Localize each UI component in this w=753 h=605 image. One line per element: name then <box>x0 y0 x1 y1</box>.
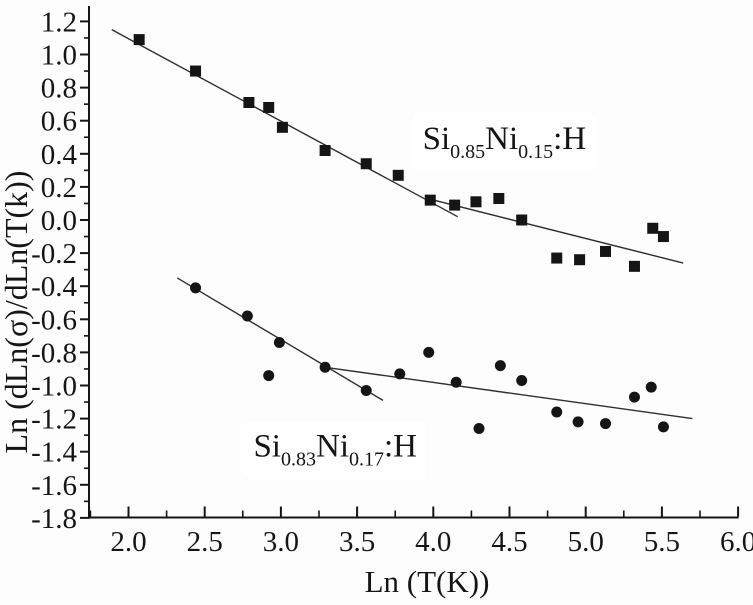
data-point-circle <box>360 384 372 396</box>
fit-line-Si0.85Ni0.15:H-shallow <box>427 197 684 264</box>
x-axis: 2.0 2.5 3.0 3.5 4.0 4.5 5.0 5.5 6.0 <box>89 506 753 558</box>
data-point-square <box>551 252 563 264</box>
data-point-square <box>493 192 505 204</box>
series-label-Si0.83Ni0.17:H: Si0.83Ni0.17:H <box>253 429 417 471</box>
series-points-Si0.83Ni0.17:H <box>190 282 669 435</box>
y-tick-label: 0.6 <box>41 106 77 138</box>
y-tick-label: -0.8 <box>31 337 77 369</box>
data-point-circle <box>572 416 584 428</box>
series-label-subscript: 0.15 <box>518 141 553 163</box>
data-point-square <box>574 254 586 266</box>
data-point-square <box>392 169 404 181</box>
y-tick-label: -1.6 <box>31 470 77 502</box>
data-point-square <box>657 231 669 243</box>
x-tick-label: 5.5 <box>644 526 680 558</box>
data-point-circle <box>423 346 435 358</box>
data-point-square <box>133 34 145 46</box>
x-tick-label: 3.0 <box>263 526 299 558</box>
x-tick-label: 2.5 <box>187 526 223 558</box>
y-tick-label: -1.4 <box>31 437 77 469</box>
y-tick-label: 1.2 <box>41 6 77 38</box>
data-point-circle <box>645 381 657 393</box>
y-tick-label: 1.0 <box>41 40 77 72</box>
data-point-square <box>600 245 612 257</box>
x-tick-label: 2.0 <box>110 526 146 558</box>
y-tick-label: -0.2 <box>31 238 77 270</box>
y-tick-label: -0.4 <box>31 271 77 303</box>
y-tick-label: -1.8 <box>31 503 77 535</box>
y-tick-label: 0.0 <box>41 205 77 237</box>
axes-group <box>88 6 739 519</box>
data-point-circle <box>263 370 275 382</box>
x-tick-label: 5.0 <box>568 526 604 558</box>
data-point-square <box>263 101 275 113</box>
series-label-group-Si0.83Ni0.17:H: Si0.83Ni0.17:H <box>244 422 426 477</box>
data-point-square <box>360 158 372 170</box>
y-tick-label: -1.0 <box>31 371 77 403</box>
data-point-square <box>243 96 255 108</box>
y-axis-title: Ln (dLn(σ)/dLn(T(k)) <box>0 171 34 454</box>
data-point-square <box>424 194 436 206</box>
y-tick-label: 0.4 <box>41 139 78 171</box>
series-label-text: Ni <box>316 429 349 465</box>
y-axis: 1.21.00.80.60.40.20.0-0.2-0.4-0.6-0.8-1.… <box>31 6 90 535</box>
series-label-text: :H <box>384 429 417 465</box>
data-point-circle <box>628 391 640 403</box>
series-label-text: :H <box>553 121 586 157</box>
data-point-circle <box>600 418 612 430</box>
x-tick-label: 3.5 <box>339 526 375 558</box>
data-point-circle <box>450 376 462 388</box>
y-tick-label: -1.2 <box>31 404 77 436</box>
data-point-circle <box>657 421 669 433</box>
series-label-subscript: 0.85 <box>450 141 485 163</box>
data-point-square <box>470 196 482 208</box>
data-point-square <box>276 121 288 133</box>
data-point-circle <box>394 368 406 380</box>
series-points-Si0.85Ni0.15:H <box>133 34 669 272</box>
data-point-circle <box>190 282 202 294</box>
x-tick-label: 4.5 <box>491 526 527 558</box>
data-point-square <box>319 144 331 156</box>
data-point-circle <box>473 423 485 435</box>
series-label-subscript: 0.17 <box>349 449 384 471</box>
series-label-box <box>413 114 596 169</box>
y-tick-label: -0.6 <box>31 304 77 336</box>
data-point-circle <box>551 406 563 418</box>
x-tick-label: 6.0 <box>720 526 753 558</box>
series-label-group-Si0.85Ni0.15:H: Si0.85Ni0.15:H <box>413 114 596 169</box>
data-point-circle <box>516 375 528 387</box>
data-point-circle <box>319 361 331 373</box>
data-point-square <box>647 222 659 234</box>
data-point-circle <box>494 360 506 372</box>
data-point-square <box>628 260 640 272</box>
y-tick-label: 0.2 <box>41 172 77 204</box>
fit-line-Si0.83Ni0.17:H-shallow <box>324 366 693 420</box>
series-label-text: Si <box>423 121 451 157</box>
data-point-square <box>516 214 528 226</box>
series-label-text: Si <box>253 429 281 465</box>
series-label-text: Ni <box>485 121 518 157</box>
series-label-Si0.85Ni0.15:H: Si0.85Ni0.15:H <box>423 121 587 163</box>
data-point-circle <box>241 310 253 322</box>
x-tick-label: 4.0 <box>415 526 451 558</box>
series-label-subscript: 0.83 <box>281 449 316 471</box>
data-point-square <box>190 65 202 77</box>
series-label-box <box>244 422 426 477</box>
y-tick-label: 0.8 <box>41 73 77 105</box>
x-axis-title: Ln (T(K)) <box>365 564 490 599</box>
data-point-circle <box>273 336 285 348</box>
data-point-square <box>449 199 461 211</box>
